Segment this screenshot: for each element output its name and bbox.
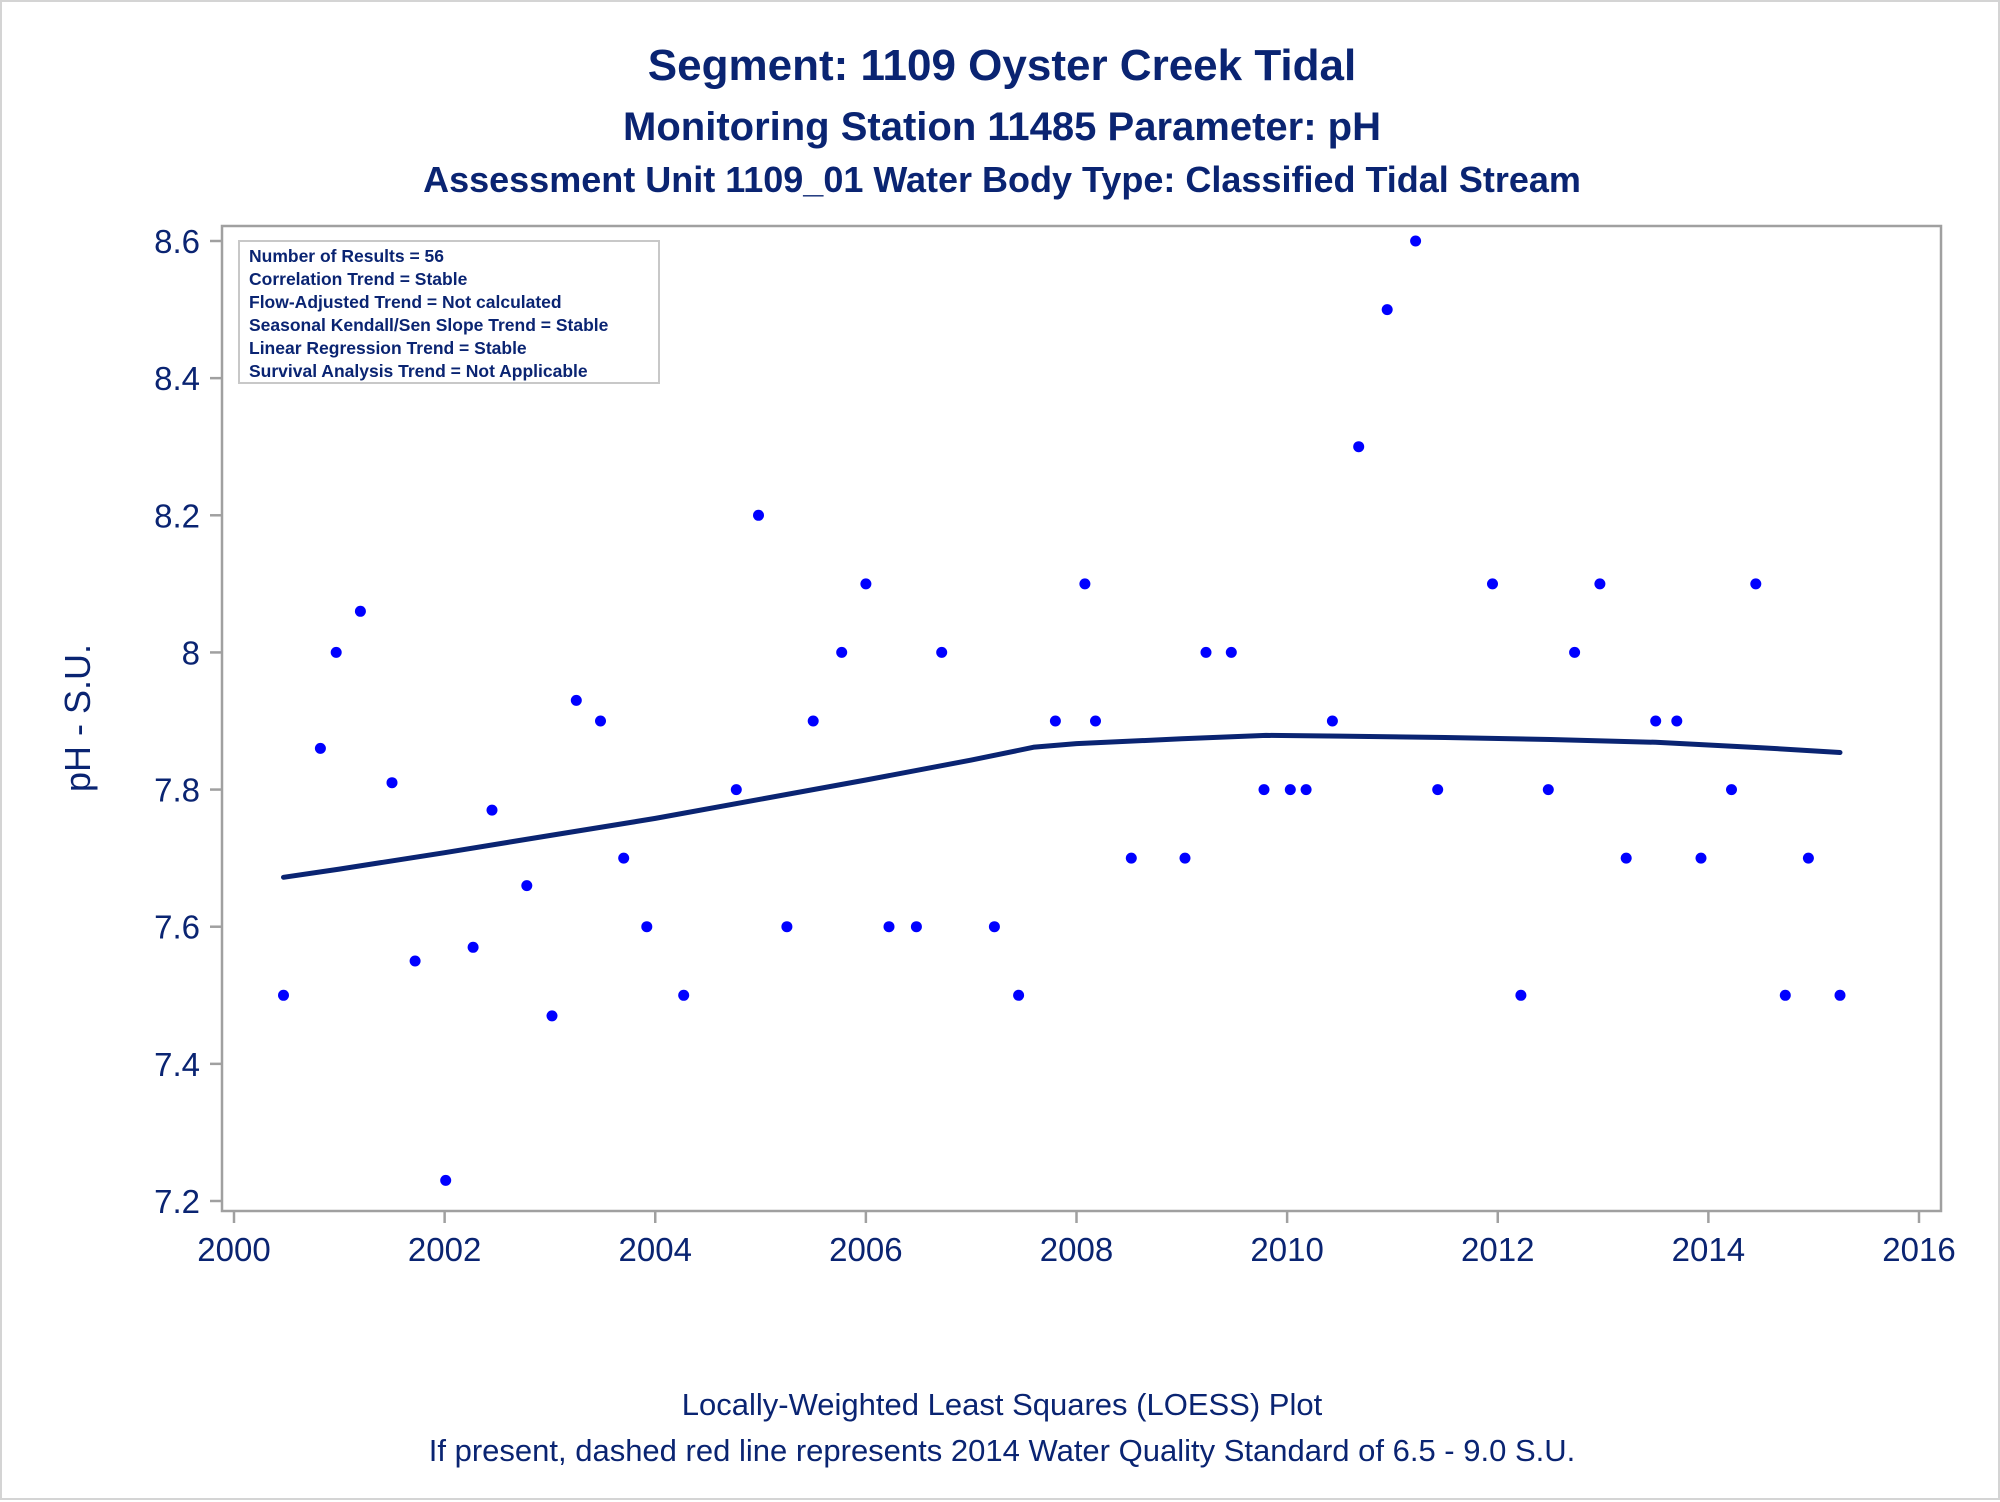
x-tick-label: 2016 (1882, 1231, 1955, 1268)
data-point (1695, 852, 1707, 864)
x-tick-label: 2012 (1461, 1231, 1534, 1268)
data-point (730, 784, 742, 796)
data-point (1125, 852, 1137, 864)
stat-line-results: Number of Results = 56 (249, 246, 444, 266)
data-point (1326, 715, 1338, 727)
data-point (1381, 304, 1393, 316)
x-tick-label: 2008 (1040, 1231, 1113, 1268)
data-point (836, 646, 848, 658)
data-point (1353, 441, 1365, 453)
data-point (1049, 715, 1061, 727)
x-tick-label: 2006 (829, 1231, 902, 1268)
data-point (781, 921, 793, 933)
y-tick-label: 7.2 (154, 1183, 200, 1220)
stat-line-survival-analysis: Survival Analysis Trend = Not Applicable (249, 361, 588, 381)
data-point (883, 921, 895, 933)
data-point (1079, 578, 1091, 590)
data-point (1515, 989, 1527, 1001)
data-point (1650, 715, 1662, 727)
data-point (1013, 989, 1025, 1001)
data-point (1432, 784, 1444, 796)
data-point (1726, 784, 1737, 796)
data-point (595, 715, 606, 727)
data-point (1671, 715, 1683, 727)
data-point (1542, 784, 1554, 796)
data-points (278, 235, 1846, 1186)
footnote-standard: If present, dashed red line represents 2… (429, 1433, 1576, 1468)
y-tick-label: 8.6 (154, 223, 200, 260)
data-point (440, 1174, 452, 1186)
data-point (330, 646, 342, 658)
data-point (1090, 715, 1101, 727)
data-point (1225, 646, 1237, 658)
data-point (1300, 784, 1312, 796)
data-point (988, 921, 1000, 933)
data-point (1487, 578, 1498, 590)
data-point (1258, 784, 1270, 796)
y-tick-label: 7.8 (154, 772, 200, 809)
data-point (278, 989, 289, 1001)
data-point (409, 955, 421, 967)
data-point (354, 605, 366, 617)
data-point (570, 694, 582, 706)
data-point (1200, 646, 1212, 658)
x-tick-label: 2010 (1250, 1231, 1323, 1268)
data-point (1620, 852, 1632, 864)
data-point (1569, 646, 1581, 658)
data-point (1750, 578, 1762, 590)
y-axis: 7.2 7.4 7.6 7.8 8 8.2 8.4 8.6 (154, 223, 222, 1220)
y-tick-label: 8 (182, 634, 200, 671)
y-tick-label: 7.6 (154, 909, 200, 946)
data-point (1779, 989, 1791, 1001)
data-point (678, 989, 690, 1001)
x-tick-label: 2014 (1672, 1231, 1745, 1268)
x-axis: 2000 2002 2004 2006 2008 2010 2012 2014 2016 (197, 1211, 1956, 1268)
chart-subtitle: Monitoring Station 11485 Parameter: pH (623, 105, 1381, 149)
data-point (936, 646, 948, 658)
data-point (641, 921, 653, 933)
y-tick-label: 8.4 (154, 360, 200, 397)
y-tick-label: 7.4 (154, 1046, 200, 1083)
plot-area (220, 224, 1943, 1213)
y-axis-label: pH - S.U. (57, 644, 98, 792)
data-point (521, 880, 533, 892)
stat-line-seasonal-kendall: Seasonal Kendall/Sen Slope Trend = Stabl… (249, 315, 609, 335)
y-tick-label: 8.2 (154, 497, 200, 534)
x-tick-label: 2002 (408, 1231, 481, 1268)
data-point (618, 852, 630, 864)
data-point (546, 1010, 558, 1022)
data-point (386, 777, 398, 789)
stat-line-flow-adjusted: Flow-Adjusted Trend = Not calculated (249, 292, 562, 312)
stats-box-border (238, 240, 660, 384)
loess-line (281, 732, 1843, 880)
data-point (1179, 852, 1191, 864)
stat-line-correlation: Correlation Trend = Stable (249, 269, 468, 289)
data-point (1802, 852, 1814, 864)
data-point (1594, 578, 1606, 590)
data-point (910, 921, 922, 933)
data-point (1834, 989, 1846, 1001)
stats-box: Number of Results = 56 Correlation Trend… (238, 240, 660, 384)
data-point (467, 941, 479, 953)
data-point (314, 742, 326, 754)
data-point (1284, 784, 1296, 796)
data-point (860, 578, 872, 590)
stat-line-linear-regression: Linear Regression Trend = Stable (249, 338, 527, 358)
chart-title: Segment: 1109 Oyster Creek Tidal (648, 41, 1356, 90)
data-point (807, 715, 819, 727)
chart-subtitle-2: Assessment Unit 1109_01 Water Body Type:… (423, 159, 1581, 200)
data-point (1410, 235, 1422, 247)
x-tick-label: 2000 (197, 1231, 270, 1268)
x-tick-label: 2004 (619, 1231, 692, 1268)
data-point (486, 804, 498, 816)
footnote-loess: Locally-Weighted Least Squares (LOESS) P… (682, 1387, 1323, 1422)
data-point (753, 509, 764, 521)
